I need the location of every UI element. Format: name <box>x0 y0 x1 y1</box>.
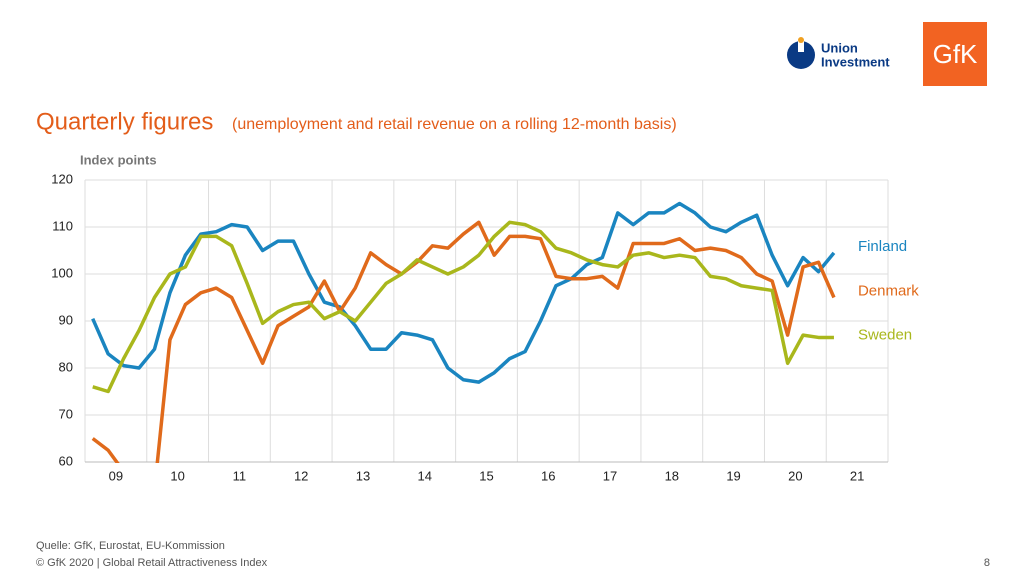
y-tick-label: 70 <box>59 406 73 421</box>
x-tick-label: 14 <box>417 468 431 483</box>
x-tick-label: 19 <box>726 468 740 483</box>
x-tick-label: 11 <box>233 468 247 483</box>
x-tick-label: 09 <box>109 468 123 483</box>
series-label: Finland <box>858 238 907 255</box>
chart-title: Quarterly figures <box>36 108 213 135</box>
x-tick-label: 21 <box>850 468 864 483</box>
x-tick-label: 20 <box>788 468 802 483</box>
y-axis-label: Index points <box>80 152 157 167</box>
x-tick-label: 13 <box>356 468 370 483</box>
series-line <box>91 201 836 384</box>
gfk-logo: GfK <box>923 22 987 86</box>
union-logo: Union Investment <box>787 37 890 69</box>
series-line <box>91 220 836 463</box>
x-tick-label: 18 <box>665 468 679 483</box>
logo-text: Investment <box>821 54 890 69</box>
y-tick-label: 80 <box>59 359 73 374</box>
x-tick-label: 10 <box>170 468 184 483</box>
x-tick-label: 16 <box>541 468 555 483</box>
copyright: © GfK 2020 | Global Retail Attractivenes… <box>36 557 268 569</box>
series-line <box>92 220 834 394</box>
y-tick-label: 90 <box>59 312 73 327</box>
series-label: Denmark <box>858 282 919 299</box>
y-tick-label: 60 <box>59 453 73 468</box>
page-number: 8 <box>984 557 990 569</box>
y-tick-label: 120 <box>51 171 73 186</box>
y-tick-label: 100 <box>51 265 73 280</box>
x-tick-label: 15 <box>479 468 493 483</box>
series-label: Sweden <box>858 326 912 343</box>
logo-text: Union <box>821 40 858 55</box>
logo-text: GfK <box>933 39 978 69</box>
x-tick-label: 12 <box>294 468 308 483</box>
x-tick-label: 17 <box>603 468 617 483</box>
source: Quelle: GfK, Eurostat, EU-Kommission <box>36 540 225 552</box>
plot-area: 60 70 80 90 100 110 120 09 10 11 12 13 14 15 16 17 18 19 2… <box>51 171 889 483</box>
chart-subtitle: (unemployment and retail revenue on a ro… <box>232 116 677 133</box>
y-tick-label: 110 <box>52 218 73 233</box>
